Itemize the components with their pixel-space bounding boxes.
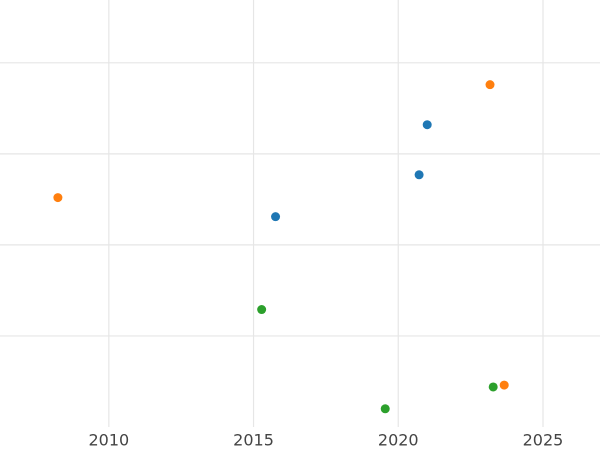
point	[271, 212, 281, 222]
point	[53, 193, 63, 203]
x-tick-label: 2015	[233, 431, 274, 450]
point	[414, 170, 424, 180]
point	[499, 380, 509, 390]
x-tick-label: 2020	[378, 431, 419, 450]
point	[488, 382, 498, 392]
point	[485, 80, 495, 90]
point	[257, 305, 267, 315]
x-tick-label: 2010	[88, 431, 129, 450]
point	[380, 404, 390, 414]
x-tick-label: 2025	[523, 431, 564, 450]
point	[422, 120, 432, 130]
